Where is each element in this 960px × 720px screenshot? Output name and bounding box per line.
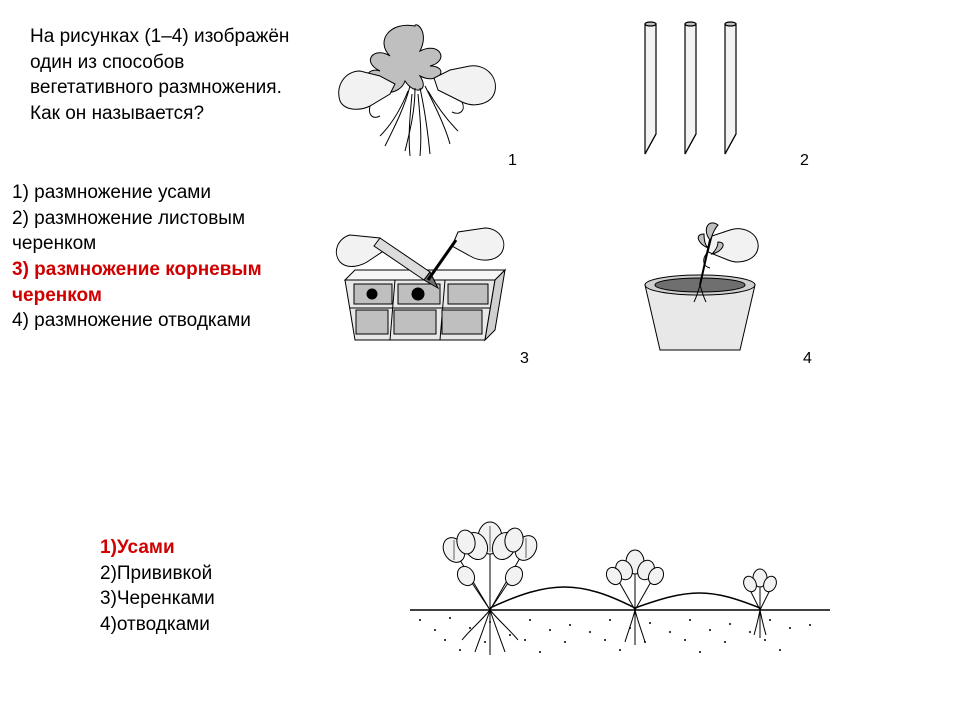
figure-4-label: 4 — [803, 350, 812, 368]
option-item: 4) размножение отводками — [12, 308, 262, 334]
options-list-bottom: 1)Усами 2)Прививкой 3)Черенками 4)отводк… — [100, 535, 215, 638]
question-line: вегетативного размножения. — [30, 75, 310, 101]
option-item-correct: черенком — [12, 283, 262, 309]
figure-2-label: 2 — [800, 152, 809, 170]
question-line: Как он называется? — [30, 101, 310, 127]
figure-runner — [400, 480, 840, 670]
question-text: На рисунках (1–4) изображён один из спос… — [30, 24, 310, 127]
option-item: 1) размножение усами — [12, 180, 262, 206]
figure-3 — [320, 210, 520, 360]
figure-1 — [320, 16, 510, 166]
options-list-top: 1) размножение усами 2) размножение лист… — [12, 180, 262, 334]
option-item: 3)Черенками — [100, 586, 215, 612]
figure-4 — [590, 210, 800, 360]
figure-2 — [590, 16, 790, 166]
option-item: черенком — [12, 231, 262, 257]
question-line: На рисунках (1–4) изображён — [30, 24, 310, 50]
option-item-correct: 3) размножение корневым — [12, 257, 262, 283]
option-item-correct: 1)Усами — [100, 535, 215, 561]
figure-1-label: 1 — [508, 152, 517, 170]
question-line: один из способов — [30, 50, 310, 76]
option-item: 4)отводками — [100, 612, 215, 638]
option-item: 2)Прививкой — [100, 561, 215, 587]
option-item: 2) размножение листовым — [12, 206, 262, 232]
figure-3-label: 3 — [520, 350, 529, 368]
